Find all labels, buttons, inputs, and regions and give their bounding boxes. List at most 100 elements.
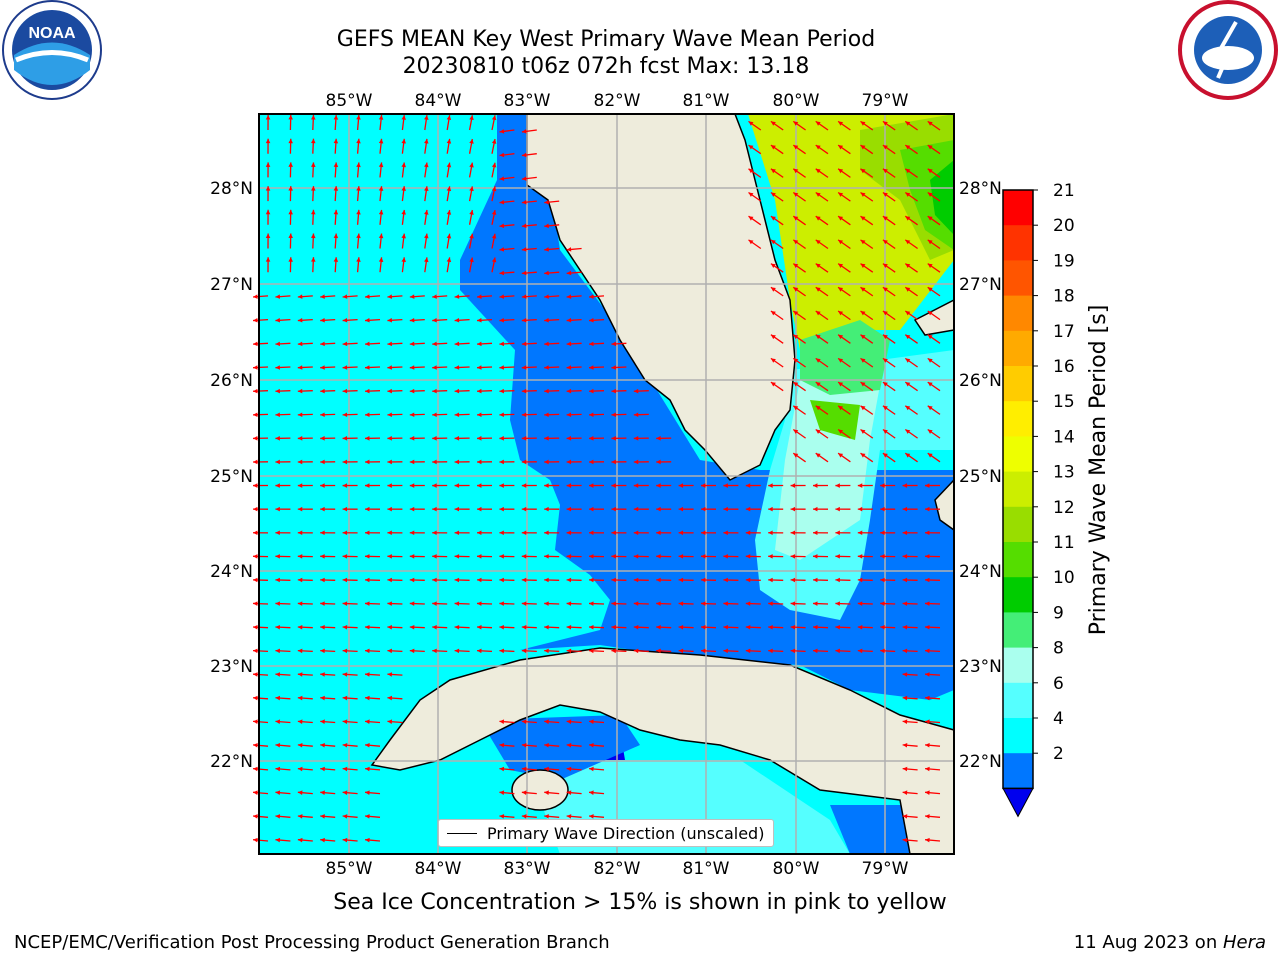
wave-vector-head [544,743,549,748]
wave-vector-head [770,145,776,150]
wave-vector-head [297,837,303,843]
lat-label: 25°N [210,467,253,487]
lat-label: 27°N [959,275,1002,295]
wave-vector-head [365,695,370,701]
wave-vector-head [275,483,280,488]
lat-label: 26°N [210,371,253,391]
wave-vector-head [342,459,348,465]
wave-vector-head [902,554,908,559]
wave-vector-head [902,695,908,701]
wave-vector-head [589,743,594,748]
wave-vector-head [835,601,840,606]
wave-vector-head [793,168,799,174]
lat-label: 23°N [959,657,1002,677]
wave-vector-head [477,365,482,370]
wave-vector-head [589,365,594,370]
wave-vector-head [723,483,728,488]
wave-vector-head [297,695,303,701]
wave-vector-head [253,412,258,417]
wave-vector-head [793,429,799,434]
wave-vector-head [387,294,393,299]
wave-vector-head [748,192,754,197]
wave-vector-head [275,530,280,536]
wave-vector-head [927,382,933,387]
wave-vector-head [499,648,504,654]
wave-vector-head [544,247,549,252]
wave-vector-head [275,365,280,370]
wave-vector-head [320,530,325,536]
wave-vector-head [297,317,303,323]
wave-vector-head [387,672,393,677]
wave-vector-head [770,382,776,387]
wave-vector-head [409,388,415,394]
wave-vector-head [544,223,549,229]
wave-vector-head [857,506,863,512]
colorbar-segment [1003,436,1033,473]
wave-vector-head [770,263,776,269]
wave-vector-head [356,186,361,191]
wave-vector-head [356,162,361,168]
wave-vector-head [454,365,460,370]
wave-vector-head [265,138,271,144]
graticule [259,114,954,854]
wave-vector-head [454,601,460,606]
lon-label: 80°W [773,91,820,111]
wave-vector-head [860,310,866,316]
wave-vector-head [790,648,796,654]
wave-vector-head [656,648,661,654]
colorbar-segment [1003,612,1033,649]
wave-vector-head [469,233,474,239]
wave-vector-head [253,766,258,772]
wave-vector-head [320,506,325,512]
wave-vector-head [882,239,888,245]
wave-vector-head [288,186,293,191]
wave-vector-head [521,506,527,512]
wave-vector-head [311,115,316,120]
wave-vector-head [838,216,844,221]
wave-vector-head [342,436,348,441]
wave-vector-head [491,257,497,263]
colorbar-tick-label: 19 [1053,251,1075,271]
wave-vector-head [521,176,527,181]
wave-vector-head [499,341,504,347]
wave-vector-head [701,530,706,536]
wave-vector-head [838,405,844,411]
wave-vector-head [320,317,325,323]
wave-vector-head [275,766,281,772]
wave-vector-head [544,814,549,819]
wave-vector-head [925,814,930,819]
wave-vector-head [857,648,863,654]
wave-vector-head [333,115,339,120]
wave-vector-head [723,601,728,606]
wave-vector-head [387,317,393,323]
wave-vector-head [813,530,818,536]
wave-vector-head [342,766,348,772]
wave-vector-head [544,317,549,323]
wave-vector-head [424,115,429,120]
wave-vector-head [589,506,594,512]
wave-vector-head [925,530,930,536]
wave-vector-head [566,577,572,583]
wave-vector-head [815,358,821,363]
wave-vector-head [342,743,348,748]
wave-vector-head [253,554,258,559]
wave-vector-head [424,257,429,263]
wave-vector-head [409,365,415,370]
wave-vector-head [297,412,303,417]
wave-vector-head [253,506,258,512]
wave-vector-head [365,341,370,347]
wave-vector-head [748,145,754,150]
wave-vector-head [288,257,293,262]
wave-vector-head [857,483,863,488]
colorbar-segment [1003,190,1033,226]
wave-vector-head [365,719,370,724]
wave-vector-head [927,145,933,150]
wave-vector-head [860,239,866,245]
wave-vector-head [409,554,415,559]
wave-vector-head [288,138,293,144]
wave-vector-head [857,530,863,536]
wave-vector-head [925,577,930,583]
wave-vector-head [838,310,844,316]
wave-vector-head [745,554,751,559]
lat-label: 23°N [210,657,253,677]
